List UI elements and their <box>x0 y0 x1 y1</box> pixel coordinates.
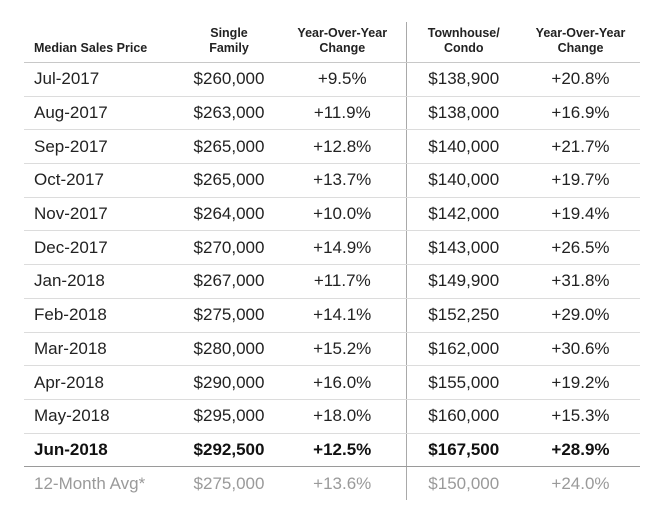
month-cell: Jul-2017 <box>24 62 179 97</box>
header-single-family: Single Family <box>179 22 279 63</box>
townhouse-condo-change-cell: +21.7% <box>521 129 640 165</box>
single-family-price-cell: $280,000 <box>179 332 279 367</box>
single-family-change-cell: +11.9% <box>279 96 407 131</box>
townhouse-condo-change-cell: +19.2% <box>521 365 640 400</box>
month-cell: Jun-2018 <box>24 433 179 468</box>
month-cell: 12-Month Avg* <box>34 473 146 493</box>
table-row: Jul-2017 $260,000 +9.5% $138,900 +20.8% <box>24 62 640 97</box>
table-body: Jul-2017 $260,000 +9.5% $138,900 +20.8% Aug-2… <box>24 62 640 500</box>
townhouse-condo-change-cell: +24.0% <box>551 473 610 493</box>
townhouse-condo-change-cell: +31.8% <box>521 264 640 299</box>
month-cell: Jan-2018 <box>24 264 179 299</box>
header-tc-yoy-change: Year-Over-Year Change <box>521 22 640 63</box>
table-row: Jan-2018 $267,000 +11.7% $149,900 +31.8% <box>24 264 640 299</box>
townhouse-condo-price-cell: $167,500 <box>406 433 521 468</box>
townhouse-condo-change-cell: +16.9% <box>521 96 640 131</box>
table-row: Apr-2018 $290,000 +16.0% $155,000 +19.2% <box>24 365 640 400</box>
townhouse-condo-price-cell: $149,900 <box>406 264 521 299</box>
townhouse-condo-price-cell: $143,000 <box>406 230 521 266</box>
townhouse-condo-change-cell: +26.5% <box>521 230 640 266</box>
single-family-change-cell: +13.6% <box>279 466 407 500</box>
townhouse-condo-price-cell: $152,250 <box>406 298 521 333</box>
table-row: Aug-2017 $263,000 +11.9% $138,000 +16.9% <box>24 96 640 131</box>
month-cell: Feb-2018 <box>24 298 179 333</box>
single-family-price-cell: $267,000 <box>179 264 279 299</box>
table-row: Mar-2018 $280,000 +15.2% $162,000 +30.6% <box>24 332 640 367</box>
townhouse-condo-change-cell: +19.4% <box>521 197 640 232</box>
townhouse-condo-price-cell: $140,000 <box>406 163 521 198</box>
single-family-price-cell: $275,000 <box>193 473 265 493</box>
month-cell: Sep-2017 <box>24 129 179 165</box>
table-row: Sep-2017 $265,000 +12.8% $140,000 +21.7% <box>24 129 640 165</box>
header-sf-yoy-change: Year-Over-Year Change <box>279 22 407 63</box>
single-family-change-cell: +18.0% <box>279 399 407 434</box>
single-family-change-cell: +13.7% <box>279 163 407 198</box>
townhouse-condo-change-cell: +19.7% <box>521 163 640 198</box>
single-family-price-cell: $264,000 <box>179 197 279 232</box>
single-family-change-cell: +14.9% <box>279 230 407 266</box>
single-family-price-cell: $295,000 <box>179 399 279 434</box>
townhouse-condo-change-cell: +30.6% <box>521 332 640 367</box>
median-sales-price-table: Median Sales Price Single Family Year-Ov… <box>24 22 640 500</box>
townhouse-condo-price-cell: $140,000 <box>406 129 521 165</box>
townhouse-condo-price-cell: $162,000 <box>406 332 521 367</box>
single-family-change-cell: +9.5% <box>279 62 407 97</box>
townhouse-condo-change-cell: +29.0% <box>521 298 640 333</box>
month-cell: Dec-2017 <box>24 230 179 266</box>
townhouse-condo-price-cell: $138,900 <box>406 62 521 97</box>
single-family-price-cell: $275,000 <box>179 298 279 333</box>
single-family-change-cell: +12.5% <box>279 433 407 468</box>
table-row: 12-Month Avg* $275,000 +13.6% $150,000 +24.0… <box>24 466 640 500</box>
header-median-sales-price: Median Sales Price <box>24 22 179 63</box>
townhouse-condo-price-cell: $160,000 <box>406 399 521 434</box>
month-cell: Mar-2018 <box>24 332 179 367</box>
table-row: Oct-2017 $265,000 +13.7% $140,000 +19.7% <box>24 163 640 198</box>
month-cell: May-2018 <box>24 399 179 434</box>
header-row: Median Sales Price Single Family Year-Ov… <box>24 22 640 63</box>
table-row: Dec-2017 $270,000 +14.9% $143,000 +26.5% <box>24 230 640 266</box>
header-townhouse-condo: Townhouse/ Condo <box>406 22 521 63</box>
month-cell: Aug-2017 <box>24 96 179 131</box>
single-family-price-cell: $292,500 <box>179 433 279 468</box>
townhouse-condo-price-cell: $142,000 <box>406 197 521 232</box>
townhouse-condo-change-cell: +28.9% <box>521 433 640 468</box>
single-family-change-cell: +12.8% <box>279 129 407 165</box>
townhouse-condo-price-cell: $138,000 <box>406 96 521 131</box>
townhouse-condo-change-cell: +15.3% <box>521 399 640 434</box>
single-family-change-cell: +15.2% <box>279 332 407 367</box>
single-family-change-cell: +11.7% <box>279 264 407 299</box>
table-row: Jun-2018 $292,500 +12.5% $167,500 +28.9% <box>24 433 640 468</box>
townhouse-condo-price-cell: $155,000 <box>406 365 521 400</box>
single-family-price-cell: $265,000 <box>179 129 279 165</box>
single-family-price-cell: $270,000 <box>179 230 279 266</box>
table-row: Feb-2018 $275,000 +14.1% $152,250 +29.0% <box>24 298 640 333</box>
month-cell: Nov-2017 <box>24 197 179 232</box>
table-row: May-2018 $295,000 +18.0% $160,000 +15.3% <box>24 399 640 434</box>
month-cell: Oct-2017 <box>24 163 179 198</box>
single-family-change-cell: +16.0% <box>279 365 407 400</box>
table-row: Nov-2017 $264,000 +10.0% $142,000 +19.4% <box>24 197 640 232</box>
single-family-change-cell: +10.0% <box>279 197 407 232</box>
single-family-change-cell: +14.1% <box>279 298 407 333</box>
townhouse-condo-change-cell: +20.8% <box>521 62 640 97</box>
townhouse-condo-price-cell: $150,000 <box>428 473 500 493</box>
single-family-price-cell: $260,000 <box>179 62 279 97</box>
single-family-price-cell: $265,000 <box>179 163 279 198</box>
month-cell: Apr-2018 <box>24 365 179 400</box>
single-family-price-cell: $290,000 <box>179 365 279 400</box>
single-family-price-cell: $263,000 <box>179 96 279 131</box>
